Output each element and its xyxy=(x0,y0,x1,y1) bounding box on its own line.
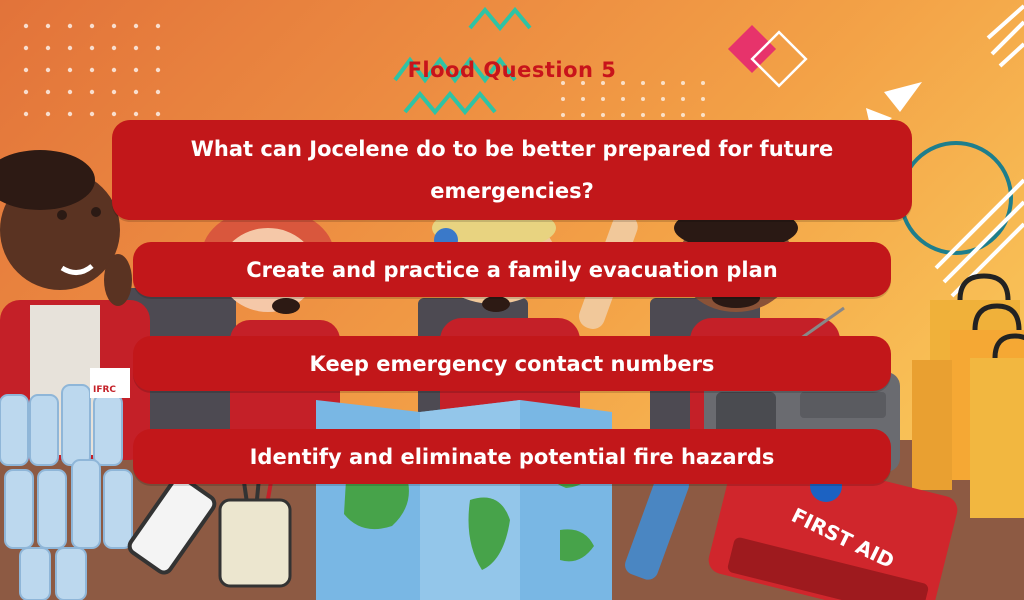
question-text: What can Jocelene do to be better prepar… xyxy=(190,137,834,203)
zigzag-decoration xyxy=(393,56,517,84)
first-aid-kit-icon: FIRST AID xyxy=(708,447,958,600)
answer-option-2[interactable]: Keep emergency contact numbers xyxy=(133,336,891,391)
shopping-bags-icon xyxy=(912,273,1024,518)
dot-pattern-left xyxy=(20,10,170,120)
triangle-decoration xyxy=(884,82,922,112)
quiz-title: Flood Question 5 xyxy=(407,58,617,82)
water-bottles-icon xyxy=(0,384,133,600)
answer-label: Keep emergency contact numbers xyxy=(309,351,715,376)
circle-decoration xyxy=(899,141,1013,255)
answer-option-1[interactable]: Create and practice a family evacuation … xyxy=(133,242,891,297)
stripes-decoration xyxy=(934,4,1024,298)
answer-label: Identify and eliminate potential fire ha… xyxy=(249,444,775,469)
pink-diamond-decoration xyxy=(727,24,777,74)
flashlight-icon xyxy=(625,470,689,580)
answer-option-3[interactable]: Identify and eliminate potential fire ha… xyxy=(133,429,891,484)
answer-label: Create and practice a family evacuation … xyxy=(246,257,778,282)
phone-icon xyxy=(127,475,217,575)
question-panel: What can Jocelene do to be better prepar… xyxy=(112,120,912,220)
ifrc-badge: IFRC xyxy=(93,385,116,395)
